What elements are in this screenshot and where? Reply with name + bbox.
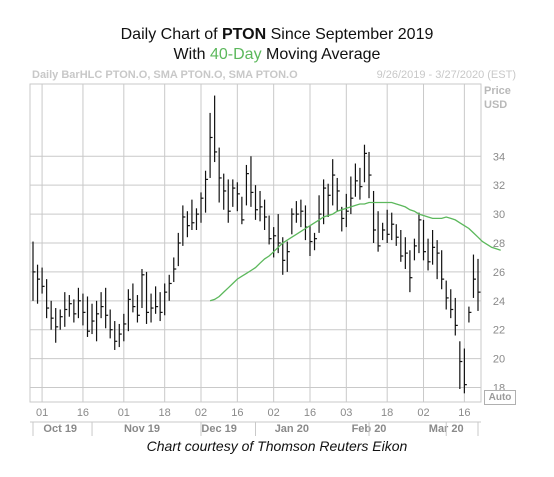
- x-tick-label: 16: [304, 407, 316, 419]
- y-tick-label: 32: [493, 180, 505, 192]
- x-tick-label: 03: [340, 407, 352, 419]
- month-label: Dec 19: [201, 423, 236, 435]
- subtitle-prefix: With: [173, 46, 210, 63]
- chart-credit: Chart courtesy of Thomson Reuters Eikon: [146, 438, 408, 454]
- x-tick-label: 01: [36, 407, 48, 419]
- x-tick-label: 16: [77, 407, 89, 419]
- x-tick-label: 02: [195, 407, 207, 419]
- price-label: Price: [484, 85, 511, 97]
- y-tick-label: 28: [493, 238, 505, 250]
- y-tick-label: 26: [493, 267, 505, 279]
- chart-title-line1: Daily Chart of PTON Since September 2019: [0, 26, 554, 44]
- y-tick-label: 30: [493, 209, 505, 221]
- price-axis-header: Price USD: [484, 84, 511, 112]
- title-prefix: Daily Chart of: [120, 26, 222, 43]
- chart-source-label: Daily BarHLC PTON.O, SMA PTON.O, SMA PTO…: [32, 69, 298, 81]
- y-tick-label: 20: [493, 354, 505, 366]
- x-tick-label: 01: [118, 407, 130, 419]
- y-tick-label: 22: [493, 325, 505, 337]
- subtitle-ma: 40-Day: [209, 46, 262, 63]
- y-tick-label: 34: [493, 151, 505, 163]
- x-tick-label: 18: [159, 407, 171, 419]
- x-tick-label: 02: [417, 407, 429, 419]
- chart-date-range: 9/26/2019 - 3/27/2020 (EST): [376, 69, 516, 81]
- x-tick-label: 16: [231, 407, 243, 419]
- subtitle-suffix: Moving Average: [261, 46, 381, 63]
- month-label: Jan 20: [275, 423, 309, 435]
- chart-title-line2: With 40-Day Moving Average: [0, 46, 554, 64]
- title-ticker: PTON: [222, 26, 267, 43]
- x-tick-label: 02: [268, 407, 280, 419]
- month-label: Nov 19: [124, 423, 160, 435]
- x-tick-label: 16: [458, 407, 470, 419]
- moving-average-line: [209, 201, 501, 302]
- title-suffix: Since September 2019: [266, 26, 434, 43]
- x-tick-label: 18: [381, 407, 393, 419]
- y-tick-label: 24: [493, 296, 505, 308]
- currency-label: USD: [484, 99, 508, 111]
- month-label: Oct 19: [43, 423, 77, 435]
- auto-scale-button[interactable]: Auto: [484, 390, 516, 405]
